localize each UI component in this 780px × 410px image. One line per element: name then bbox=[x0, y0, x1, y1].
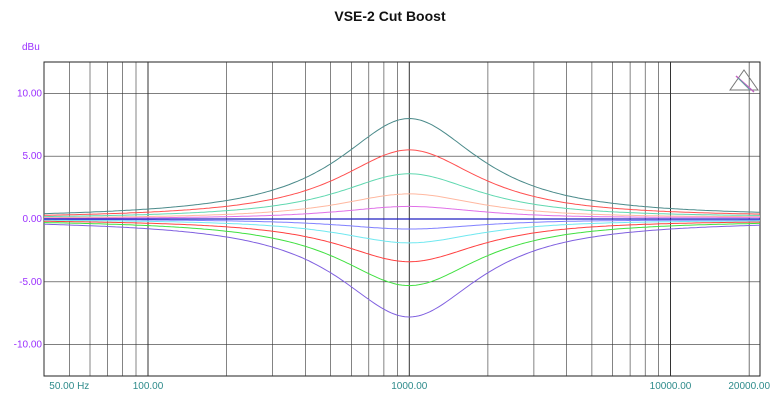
series-line-7 bbox=[44, 219, 760, 244]
series-line-3 bbox=[44, 173, 761, 218]
y-tick-label: 5.00 bbox=[23, 151, 43, 162]
y-tick-label: -10.00 bbox=[14, 340, 43, 351]
series-line-9 bbox=[44, 222, 760, 287]
series-line-4 bbox=[43, 193, 760, 219]
x-tick-label: 50.00 Hz bbox=[49, 381, 89, 392]
x-tick-labels: 50.00 Hz 100.00 1000.00 10000.00 20000.00 bbox=[49, 381, 770, 392]
x-tick-label: 20000.00 bbox=[728, 381, 770, 392]
x-tick-label: 1000.00 bbox=[391, 381, 428, 392]
series-line-8 bbox=[44, 220, 761, 263]
series-line-6 bbox=[44, 219, 760, 230]
y-axis-unit-label: dBu bbox=[22, 42, 40, 53]
response-curves bbox=[43, 117, 761, 318]
y-tick-label: -5.00 bbox=[19, 277, 42, 288]
series-line-1 bbox=[44, 117, 761, 215]
chart-title: VSE-2 Cut Boost bbox=[334, 8, 446, 24]
series-line-10 bbox=[43, 223, 761, 318]
y-tick-label: 10.00 bbox=[17, 88, 42, 99]
x-tick-label: 10000.00 bbox=[650, 381, 692, 392]
y-tick-labels: 10.00 5.00 0.00 -5.00 -10.00 bbox=[14, 88, 43, 350]
y-tick-label: 0.00 bbox=[23, 214, 43, 225]
series-line-2 bbox=[44, 149, 761, 216]
series-line-5 bbox=[44, 205, 760, 219]
logo-icon bbox=[729, 69, 759, 93]
x-tick-label: 100.00 bbox=[133, 381, 164, 392]
